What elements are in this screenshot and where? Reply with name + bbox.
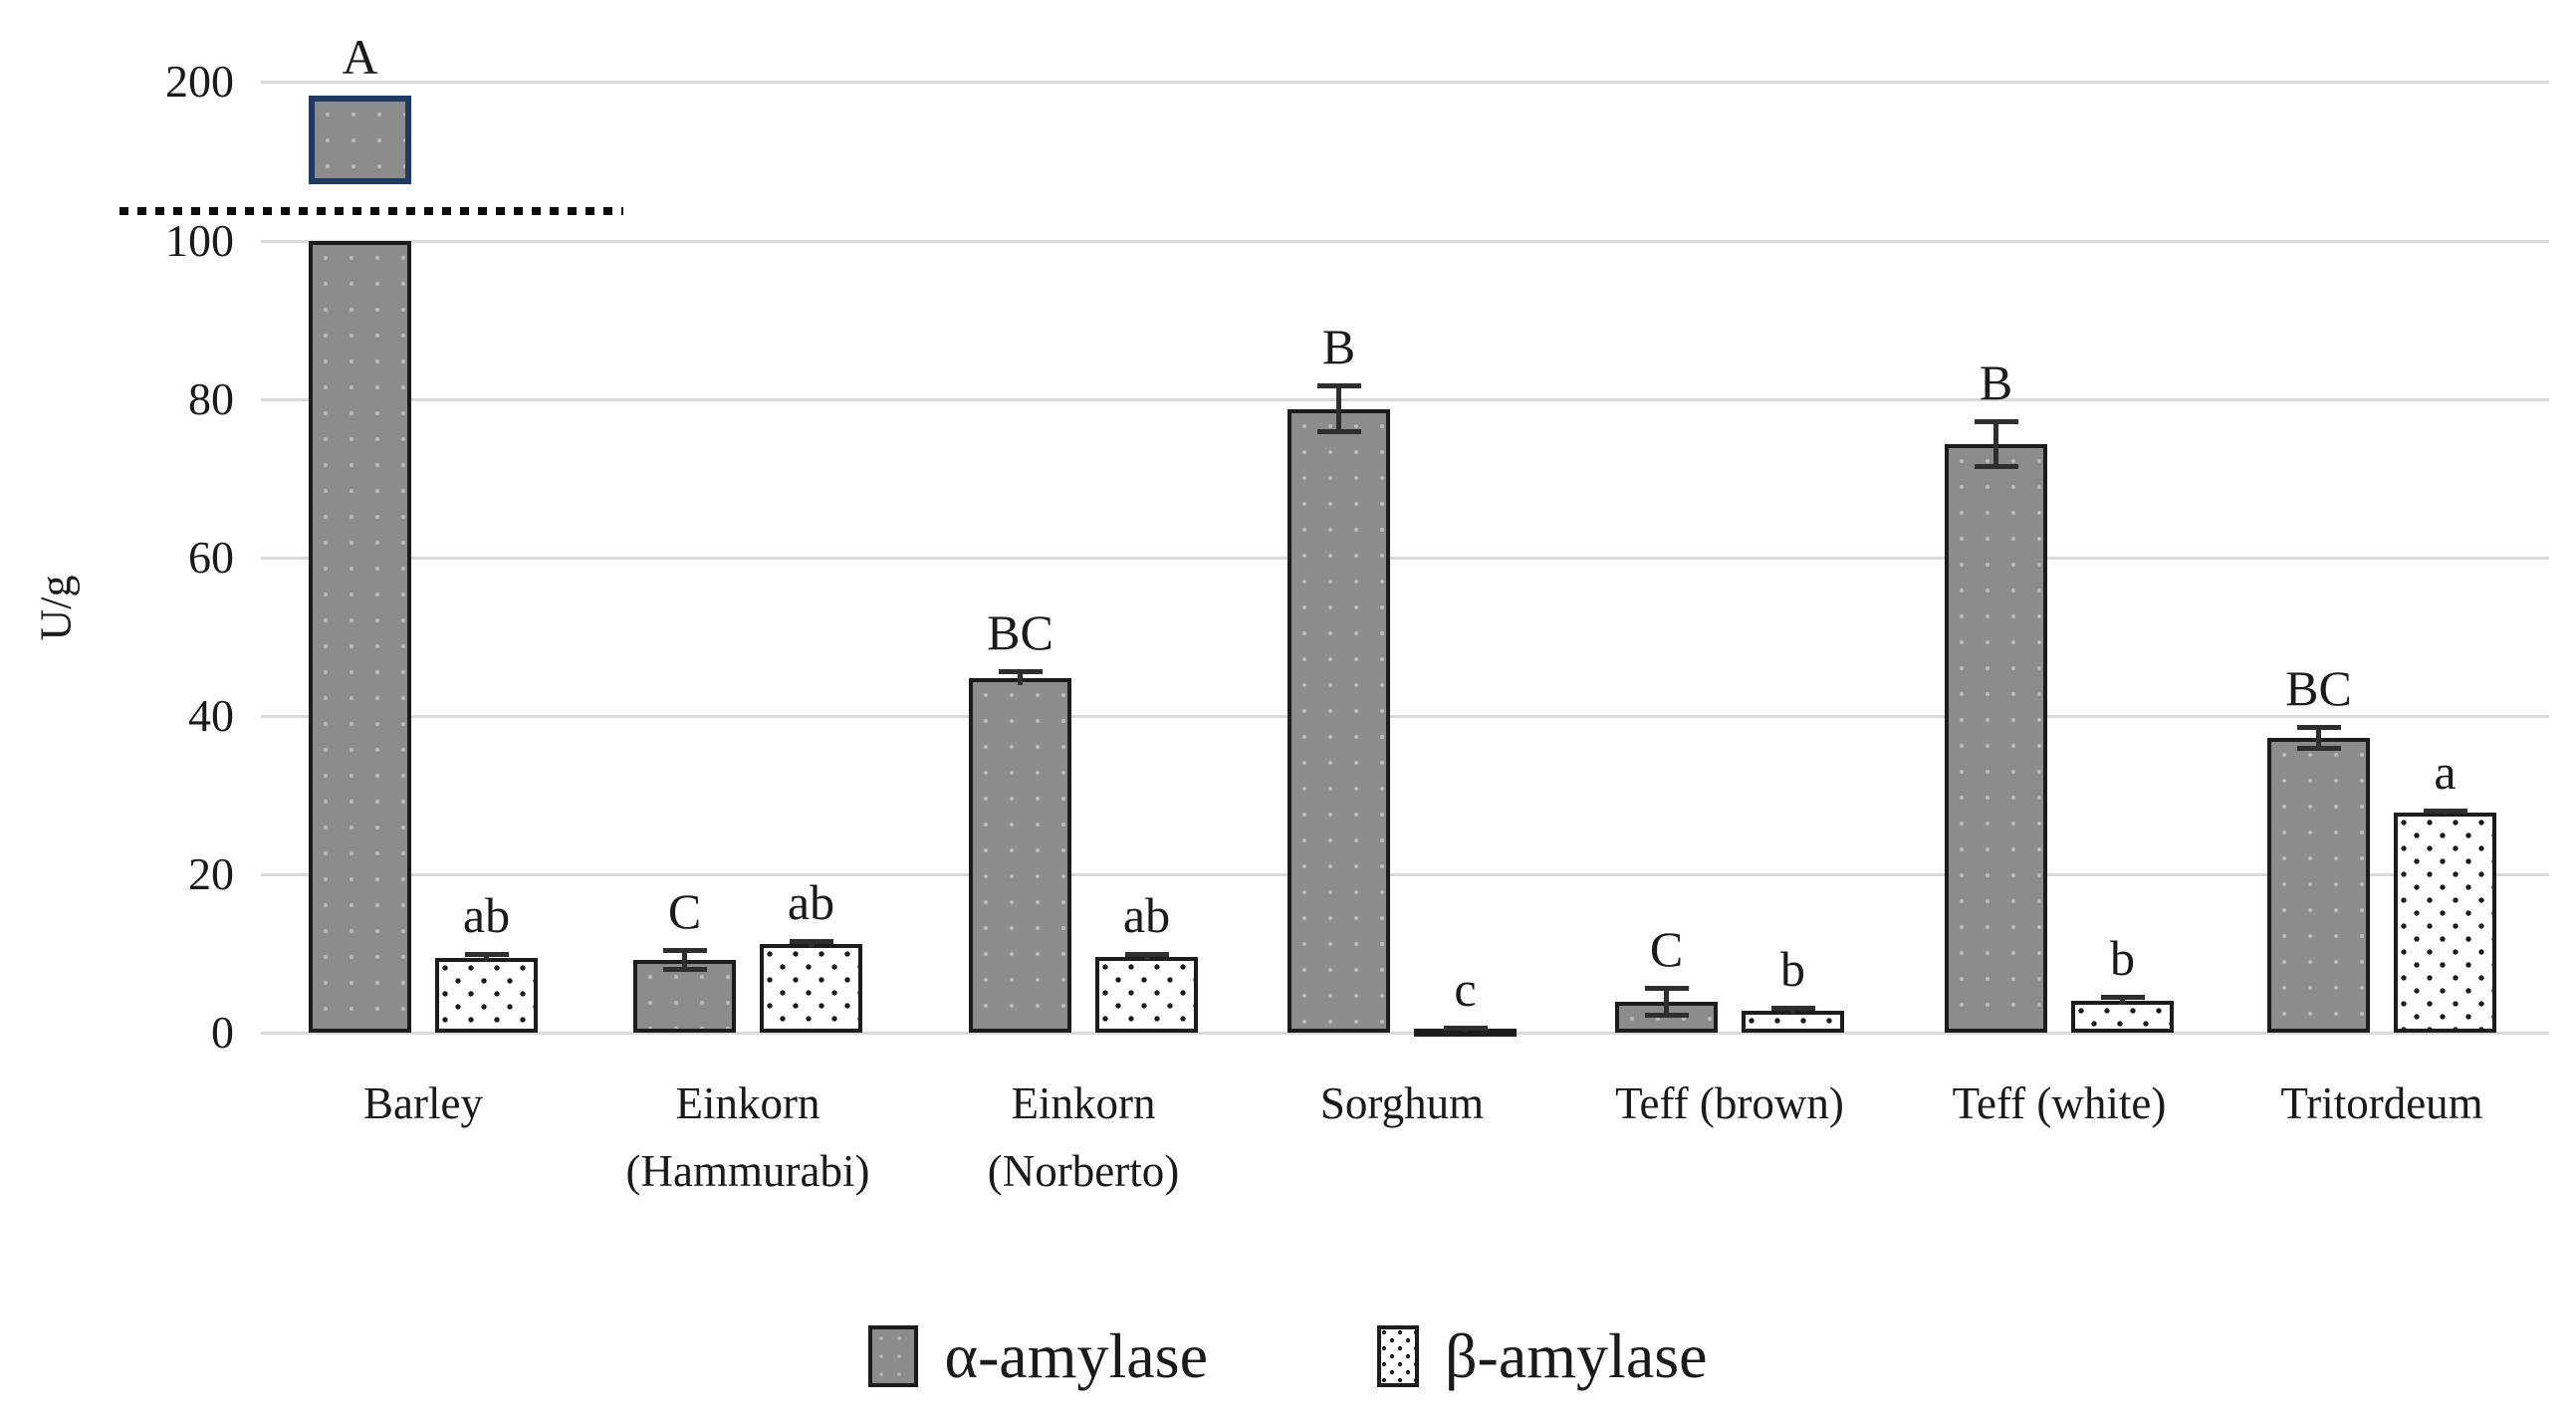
significance-letter-alpha-einkorn-hammurabi: C	[667, 882, 702, 939]
x-axis-label-teff-brown: Teff (brown)	[1615, 1078, 1844, 1128]
gridline-200	[261, 81, 2549, 84]
x-axis-label-tritordeum: Tritordeum	[2280, 1078, 2483, 1128]
barley-alpha-break-box	[309, 95, 411, 184]
significance-letter-alpha-barley: A	[342, 28, 378, 85]
error-bar-alpha-sorghum	[1336, 385, 1341, 432]
error-cap-bottom	[1644, 1012, 1689, 1018]
gridline-40	[261, 715, 2549, 718]
significance-letter-alpha-teff-brown: C	[1649, 921, 1684, 978]
error-cap-bottom	[1974, 464, 2018, 470]
beta-bar-teff-white	[2071, 1001, 2174, 1033]
error-cap-top	[1316, 383, 1361, 389]
significance-letter-alpha-teff-white: B	[1979, 355, 2013, 411]
beta-bar-teff-brown	[1742, 1010, 1844, 1033]
y-tick-label-40: 40	[188, 690, 234, 741]
error-cap-top	[1974, 419, 2018, 425]
y-tick-label-20: 20	[188, 848, 234, 899]
error-bar-alpha-einkorn-norberto	[1018, 670, 1023, 685]
legend-item-alpha-amylase: α-amylase	[868, 1324, 1208, 1388]
alpha-bar-sorghum	[1288, 408, 1390, 1033]
error-cap-top	[1443, 1025, 1488, 1031]
beta-amylase-swatch-icon	[1376, 1325, 1419, 1387]
x-axis-label-einkorn-hammurabi: Einkorn (Hammurabi)	[625, 1078, 870, 1196]
beta-bar-einkorn-hammurabi	[760, 943, 862, 1033]
significance-letter-beta-tritordeum: a	[2434, 743, 2457, 800]
x-axis-label-barley: Barley	[363, 1078, 483, 1128]
y-tick-label-200: 200	[165, 56, 234, 107]
error-bar-beta-barley	[484, 954, 489, 963]
significance-letter-beta-sorghum: c	[1454, 960, 1477, 1017]
gridline-0	[261, 1032, 2549, 1035]
significance-letter-beta-teff-brown: b	[1780, 940, 1805, 997]
gridline-60	[261, 557, 2549, 560]
error-cap-top	[1770, 1005, 1815, 1011]
error-cap-bottom	[662, 967, 707, 973]
significance-letter-beta-teff-white: b	[2110, 930, 2135, 987]
legend-item-beta-amylase: β-amylase	[1376, 1320, 1708, 1391]
y-tick-label-0: 0	[211, 1007, 234, 1058]
significance-letter-alpha-tritordeum: BC	[2285, 660, 2352, 717]
y-tick-label-100: 100	[165, 215, 234, 266]
error-cap-top	[2100, 995, 2145, 1001]
y-tick-label-60: 60	[188, 532, 234, 583]
gridline-100	[261, 240, 2549, 243]
error-bar-alpha-einkorn-hammurabi	[682, 949, 687, 971]
error-cap-top	[789, 938, 833, 944]
x-axis-label-einkorn-norberto: Einkorn (Norberto)	[987, 1078, 1180, 1196]
error-cap-top	[1644, 986, 1689, 992]
gridline-80	[261, 398, 2549, 401]
y-axis-title: U/g	[31, 575, 81, 641]
beta-bar-tritordeum	[2394, 812, 2496, 1033]
error-cap-top	[662, 947, 707, 953]
error-cap-top	[464, 952, 509, 958]
alpha-amylase-swatch-icon	[868, 1325, 919, 1387]
error-bar-beta-einkorn-norberto	[1144, 953, 1149, 960]
x-axis-label-sorghum: Sorghum	[1319, 1078, 1485, 1128]
alpha-bar-tritordeum	[2267, 738, 2370, 1033]
legend-label-beta: β-amylase	[1444, 1320, 1708, 1391]
error-bar-alpha-teff-white	[1993, 421, 1998, 468]
error-cap-top	[1124, 951, 1169, 957]
significance-letter-alpha-einkorn-norberto: BC	[987, 603, 1054, 660]
alpha-bar-barley	[309, 241, 411, 1033]
error-bar-beta-einkorn-hammurabi	[809, 940, 814, 948]
error-cap-bottom	[1316, 428, 1361, 434]
significance-letter-beta-einkorn-norberto: ab	[1122, 886, 1171, 943]
error-bar-alpha-teff-brown	[1664, 988, 1669, 1016]
error-cap-top	[998, 668, 1043, 674]
beta-bar-einkorn-norberto	[1095, 956, 1198, 1033]
axis-break-dotted-line	[119, 207, 623, 215]
legend-label-alpha: α-amylase	[944, 1320, 1208, 1391]
error-bar-alpha-tritordeum	[2316, 727, 2321, 750]
significance-letter-beta-barley: ab	[462, 887, 511, 944]
x-axis-label-teff-white: Teff (white)	[1952, 1078, 2167, 1128]
legend: α-amylase β-amylase	[0, 1306, 2576, 1406]
error-bar-beta-teff-brown	[1790, 1007, 1795, 1014]
beta-bar-barley	[435, 958, 538, 1033]
error-bar-beta-teff-white	[2120, 997, 2125, 1006]
error-cap-top	[2423, 808, 2467, 814]
gridline-20	[261, 873, 2549, 876]
alpha-bar-einkorn-norberto	[969, 677, 1071, 1033]
alpha-bar-teff-white	[1945, 444, 2047, 1033]
significance-letter-alpha-sorghum: B	[1321, 319, 1356, 375]
error-cap-bottom	[2296, 746, 2341, 752]
error-cap-top	[2296, 725, 2341, 731]
significance-letter-beta-einkorn-hammurabi: ab	[787, 873, 835, 930]
y-tick-label-80: 80	[188, 373, 234, 424]
